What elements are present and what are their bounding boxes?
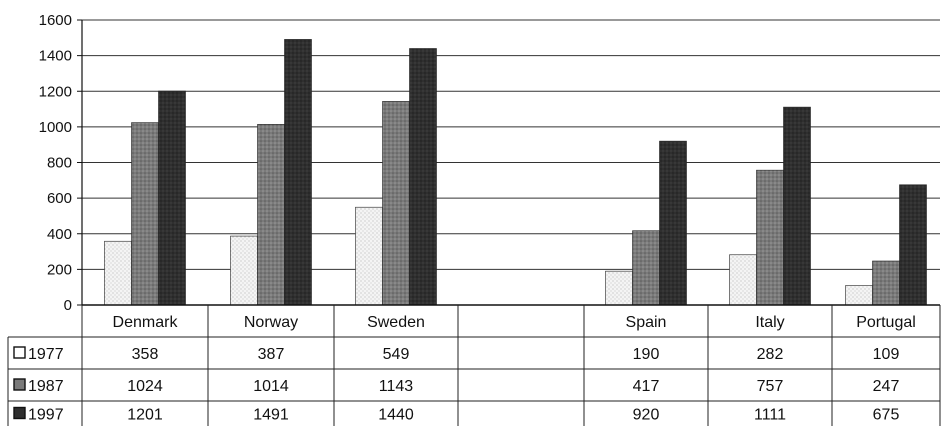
category-label: Portugal — [856, 314, 916, 331]
bar-1977-denmark — [104, 240, 132, 306]
y-axis: 0 200 400 600 800 1000 1200 1400 1600 — [39, 12, 83, 314]
y-tick-label: 400 — [47, 226, 72, 243]
legend-label-1977: 1977 — [28, 346, 64, 363]
y-tick-label: 1200 — [39, 83, 72, 100]
bar-1997-norway — [284, 39, 312, 306]
legend-key-1977 — [13, 346, 26, 359]
y-tick-label: 0 — [64, 297, 72, 314]
data-label-1987: 1024 — [127, 378, 163, 395]
data-label-1977: 190 — [633, 346, 660, 363]
data-label-1997: 1201 — [127, 407, 163, 424]
data-label-1987: 417 — [633, 378, 660, 395]
bar-1977-italy — [729, 254, 757, 306]
bar-1987-sweden — [382, 101, 410, 306]
y-tick-label: 1000 — [39, 119, 72, 136]
data-label-1977: 109 — [873, 346, 900, 363]
legend-key-1997 — [13, 406, 26, 420]
data-label-1997: 1111 — [754, 407, 786, 424]
data-label-1987: 247 — [873, 378, 900, 395]
data-label-1977: 549 — [383, 346, 410, 363]
category-label: Spain — [626, 314, 667, 331]
legend-label-1987: 1987 — [28, 378, 64, 395]
data-table: Denmark Norway Sweden Spain Italy Portugal 197… — [7, 304, 941, 426]
y-tick-label: 1400 — [39, 48, 72, 65]
legend-label-1997: 1997 — [28, 407, 64, 424]
bar-1977-portugal — [845, 285, 873, 306]
bar-1997-italy — [783, 106, 811, 306]
y-tick-label: 800 — [47, 155, 72, 172]
data-label-1997: 675 — [873, 407, 900, 424]
data-label-1997: 920 — [633, 407, 660, 424]
bar-1997-portugal — [899, 184, 927, 306]
bars — [104, 39, 927, 306]
data-label-1987: 757 — [757, 378, 784, 395]
data-label-1997: 1491 — [253, 407, 289, 424]
category-label: Denmark — [113, 314, 179, 331]
bar-1987-denmark — [131, 122, 159, 306]
data-label-1977: 358 — [132, 346, 159, 363]
bar-1977-spain — [605, 270, 633, 306]
y-tick-label: 200 — [47, 261, 72, 278]
data-label-1997: 1440 — [378, 407, 414, 424]
category-label: Norway — [244, 314, 298, 331]
data-label-1977: 387 — [258, 346, 285, 363]
data-label-1987: 1143 — [379, 378, 414, 395]
category-label: Sweden — [367, 314, 425, 331]
data-label-1977: 282 — [757, 346, 784, 363]
bar-1977-sweden — [355, 206, 383, 306]
legend-key-1987 — [13, 378, 26, 391]
category-label: Italy — [755, 314, 784, 331]
gridlines — [82, 19, 940, 306]
bar-1987-portugal — [872, 260, 900, 306]
bar-1977-norway — [230, 235, 258, 306]
bar-1997-sweden — [409, 48, 437, 306]
bar-1987-spain — [632, 230, 660, 306]
y-tick-label: 1600 — [39, 12, 72, 29]
data-label-1987: 1014 — [253, 378, 289, 395]
bar-1997-denmark — [158, 90, 186, 306]
bar-1997-spain — [659, 140, 687, 306]
bar-1987-italy — [756, 169, 784, 306]
y-tick-label: 600 — [47, 190, 72, 207]
bar-1987-norway — [257, 124, 285, 306]
